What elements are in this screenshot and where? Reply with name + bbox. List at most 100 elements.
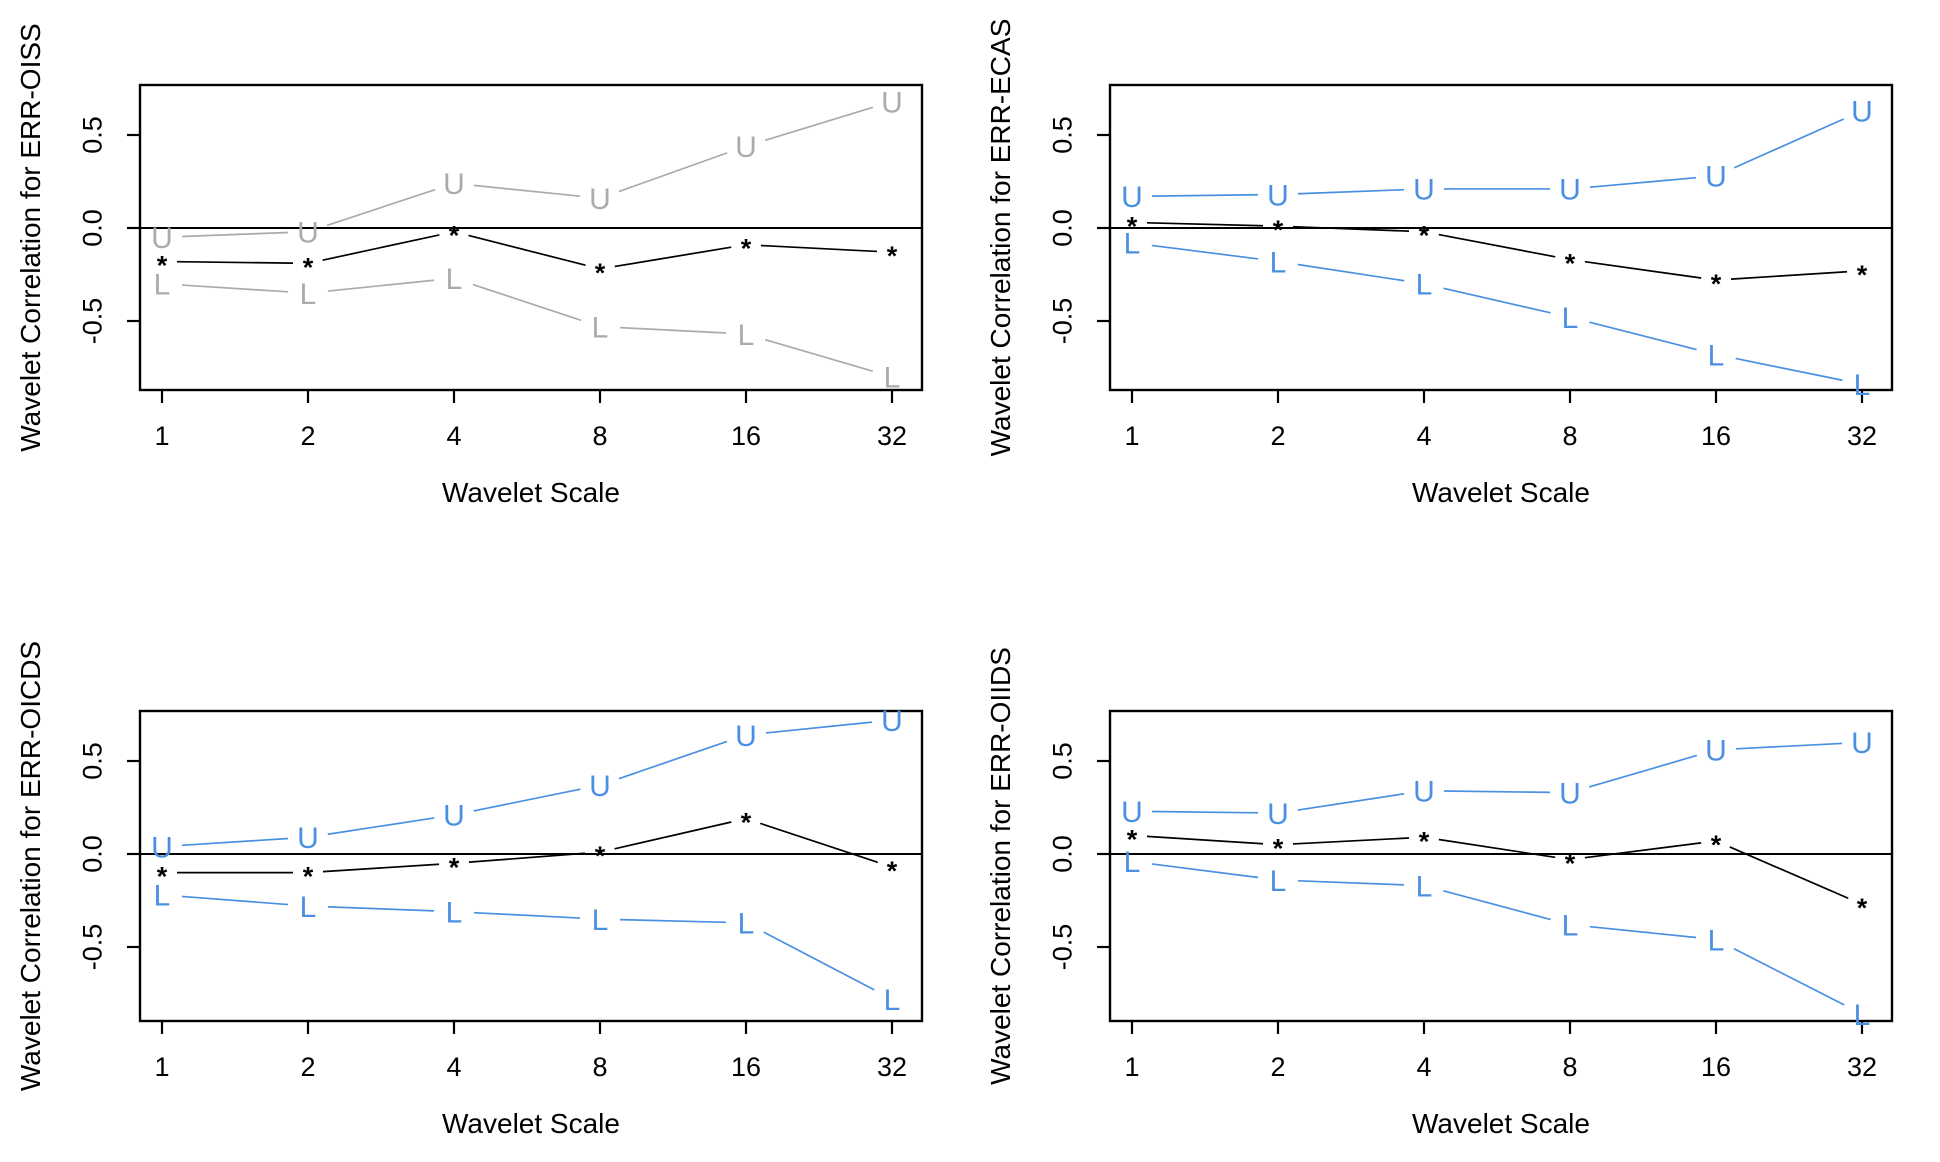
estimate-marker: * [449,221,460,251]
estimate-segment [1730,270,1848,280]
upper-bound-segment [1735,742,1843,750]
estimate-marker: * [1273,215,1284,245]
lower-bound-marker: L [1270,246,1287,279]
plot-box [1108,83,1894,392]
x-tick-label: 16 [731,1052,761,1082]
upper-bound-marker: U [735,131,757,164]
lower-bound-segment [1733,947,1845,1006]
x-tick-label: 32 [877,1052,907,1082]
upper-bound-marker: U [443,168,465,201]
lower-bound-segment [1589,925,1697,939]
y-tick-label: 0.5 [77,116,107,154]
lower-bound-marker: L [1124,228,1141,261]
estimate-marker: * [157,250,168,280]
lower-bound-segment [181,895,289,906]
upper-bound-segment [1443,790,1551,794]
lower-bound-segment [619,918,727,924]
x-axis-title: Wavelet Scale [442,477,620,508]
lower-bound-marker: L [154,269,171,302]
lower-bound-segment [764,338,874,372]
x-tick-label: 16 [1701,1052,1731,1082]
estimate-segment [1146,835,1264,845]
lower-bound-marker: L [1562,909,1579,942]
upper-bound-marker: U [1267,179,1289,212]
x-tick-label: 2 [300,1052,315,1082]
lower-bound-marker: L [300,278,317,311]
plot-box [138,83,924,392]
y-tick-label: -0.5 [77,924,107,971]
y-tick-label: 0.0 [77,835,107,873]
estimate-segment [1292,225,1410,232]
upper-bound-marker: U [881,705,903,738]
upper-bound-segment [181,231,289,238]
estimate-marker: * [595,258,606,288]
y-axis-title: Wavelet Correlation for ERR-OICDS [15,641,46,1091]
upper-bound-segment [764,106,874,142]
estimate-segment [759,822,879,864]
upper-bound-segment [1589,176,1697,189]
upper-bound-marker: U [1413,174,1435,207]
y-tick-label: 0.0 [77,209,107,247]
upper-bound-marker: U [151,831,173,864]
x-tick-label: 1 [154,421,169,451]
estimate-marker: * [1857,893,1868,923]
estimate-marker: * [887,856,898,886]
estimate-marker: * [741,808,752,838]
x-tick-label: 8 [1562,1052,1577,1082]
y-axis-title: Wavelet Correlation for ERR-OIIDS [985,647,1016,1085]
y-tick-label: 0.5 [1047,742,1077,780]
estimate-marker: * [595,841,606,871]
estimate-segment [322,863,440,873]
x-tick-label: 2 [1270,421,1285,451]
upper-bound-marker: U [297,217,319,250]
plot-box [138,709,924,1023]
upper-bound-segment [1297,792,1405,811]
upper-bound-segment [1588,754,1698,788]
upper-bound-marker: U [443,800,465,833]
panel-err-ecas: 0.5 0.0 -0.5 1 2 4 8 16 32 Wavelet Correlation fo… [970,0,1940,581]
lower-bound-segment [1151,863,1259,879]
y-tick-label: -0.5 [77,298,107,345]
lower-bound-marker: L [1124,846,1141,879]
upper-bound-segment [1151,193,1259,197]
lower-bound-segment [1151,244,1259,260]
upper-bound-marker: U [297,822,319,855]
x-tick-label: 2 [1270,1052,1285,1082]
lower-bound-segment [1589,321,1697,351]
upper-bound-segment [473,788,581,812]
estimate-marker: * [1565,249,1576,279]
lower-bound-marker: L [884,984,901,1017]
estimate-segment [1292,837,1410,845]
upper-bound-marker: U [151,222,173,255]
lower-bound-segment [763,931,875,991]
estimate-marker: * [449,852,460,882]
estimate-segment [468,852,586,864]
lower-bound-marker: L [300,891,317,924]
x-tick-label: 32 [1847,1052,1877,1082]
y-axis-title: Wavelet Correlation for ERR-OISS [15,23,46,451]
x-tick-label: 1 [1124,421,1139,451]
panel-err-oiids: 0.5 0.0 -0.5 1 2 4 8 16 32 Wavelet Correlation fo… [970,581,1940,1162]
estimate-segment [1584,842,1702,859]
upper-bound-marker: U [589,183,611,216]
x-tick-label: 8 [592,421,607,451]
upper-bound-marker: U [1559,174,1581,207]
lower-bound-marker: L [884,362,901,395]
upper-bound-marker: U [1559,777,1581,810]
lower-bound-segment [327,279,435,292]
x-tick-label: 16 [731,421,761,451]
x-axis-title: Wavelet Scale [1412,1108,1590,1139]
x-tick-label: 4 [1416,1052,1431,1082]
upper-bound-marker: U [1121,181,1143,214]
y-tick-label: -0.5 [1047,924,1077,971]
panel-err-oiss: 0.5 0.0 -0.5 1 2 4 8 16 32 Wavelet Correlation fo… [0,0,970,581]
lower-bound-segment [472,283,582,322]
upper-bound-segment [1733,118,1845,169]
estimate-marker: * [1711,269,1722,299]
estimate-segment [468,234,586,267]
x-tick-label: 1 [1124,1052,1139,1082]
lower-bound-segment [619,326,727,334]
estimate-marker: * [1127,824,1138,854]
chart-err-oicds: 0.5 0.0 -0.5 1 2 4 8 16 32 Wavelet Correlation fo… [15,641,924,1139]
